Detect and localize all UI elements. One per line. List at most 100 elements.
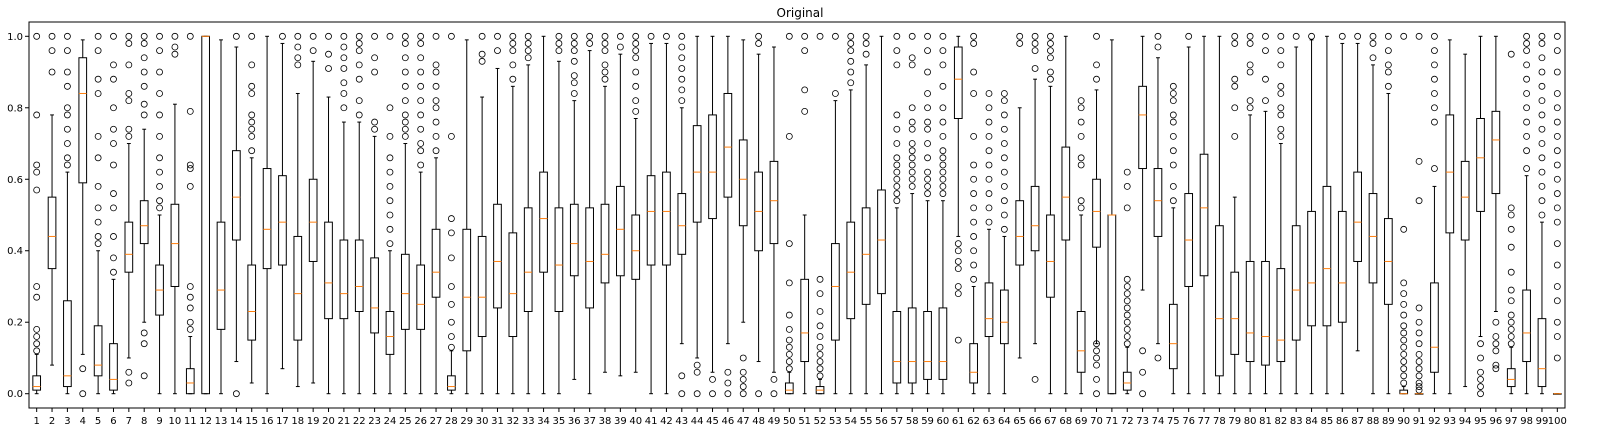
box-73	[1138, 35, 1147, 398]
box-body	[1276, 268, 1286, 363]
flier-point	[970, 247, 978, 255]
flier-point	[770, 376, 778, 383]
flier-point	[1139, 347, 1146, 355]
flier-point	[1077, 161, 1085, 169]
box-24	[385, 32, 395, 395]
flier-point	[785, 336, 793, 344]
flier-point	[1047, 47, 1054, 54]
flier-point	[232, 390, 240, 398]
box-39	[616, 32, 625, 377]
flier-point	[1031, 65, 1039, 72]
box-43	[677, 32, 687, 398]
x-tick-label: 60	[937, 416, 950, 427]
box-body	[1491, 110, 1501, 195]
flier-point	[478, 50, 486, 58]
flier-point	[1431, 61, 1438, 69]
box-76	[1184, 32, 1194, 395]
flier-point	[1093, 75, 1100, 83]
flier-point	[1000, 97, 1008, 105]
x-tick-label: 64	[998, 416, 1011, 427]
x-tick-label: 78	[1213, 416, 1226, 427]
x-tick-label: 53	[829, 416, 842, 427]
y-axis: 0.0 0.2 0.4 0.6 0.8 1.0	[7, 32, 29, 400]
flier-point	[1246, 104, 1254, 112]
box-body	[953, 46, 963, 120]
flier-point	[171, 43, 179, 51]
flier-point	[1538, 54, 1546, 62]
flier-point	[770, 390, 778, 398]
flier-point	[785, 279, 793, 287]
flier-point	[186, 283, 194, 290]
flier-point	[140, 329, 148, 337]
box-57	[892, 32, 902, 395]
x-tick-label: 89	[1382, 416, 1395, 427]
flier-point	[908, 61, 916, 69]
flier-point	[1000, 183, 1008, 190]
flier-point	[401, 97, 409, 105]
flier-point	[1047, 54, 1054, 62]
x-tick-label: 30	[476, 416, 489, 427]
flier-point	[939, 154, 947, 162]
box-74	[1153, 32, 1163, 362]
flier-point	[1538, 40, 1546, 47]
flier-point	[1400, 290, 1408, 298]
flier-point	[64, 82, 71, 90]
flier-point	[1507, 204, 1515, 212]
flier-point	[1523, 132, 1530, 140]
flier-point	[1262, 32, 1269, 40]
box-45	[708, 35, 717, 398]
flier-point	[693, 390, 701, 398]
flier-point	[417, 140, 425, 147]
flier-point	[970, 204, 978, 212]
flier-point	[64, 161, 71, 169]
flier-point	[1246, 61, 1254, 69]
flier-point	[355, 32, 363, 40]
flier-point	[186, 165, 194, 172]
flier-point	[371, 54, 379, 62]
box-body	[1030, 185, 1040, 252]
flier-point	[156, 204, 163, 212]
flier-point	[1169, 183, 1177, 190]
flier-point	[1231, 40, 1239, 47]
flier-point	[1123, 275, 1131, 283]
flier-point	[1077, 104, 1085, 112]
flier-point	[893, 175, 901, 183]
flier-point	[1000, 211, 1008, 219]
flier-point	[985, 190, 993, 197]
flier-point	[1507, 333, 1515, 340]
flier-point	[1077, 118, 1085, 126]
flier-point	[1553, 147, 1561, 155]
flier-point	[64, 140, 71, 147]
flier-point	[1169, 97, 1177, 105]
flier-point	[1400, 279, 1408, 287]
box-body	[738, 139, 748, 227]
flier-point	[1400, 322, 1408, 330]
box-body	[109, 343, 118, 391]
flier-point	[1400, 372, 1408, 380]
x-tick-label: 51	[798, 416, 811, 427]
x-tick-label: 35	[553, 416, 566, 427]
box-body	[447, 375, 456, 391]
flier-point	[1047, 68, 1054, 76]
flier-point	[924, 140, 931, 147]
box-12	[201, 35, 210, 395]
flier-point	[1123, 204, 1131, 212]
x-tick-label: 14	[230, 416, 243, 427]
box-body	[1230, 271, 1240, 355]
box-body	[539, 171, 548, 273]
box-body	[523, 207, 533, 312]
flier-point	[1231, 132, 1239, 140]
box-body	[969, 343, 978, 384]
flier-point	[570, 90, 578, 97]
flier-point	[970, 233, 978, 240]
box-66	[1030, 32, 1040, 383]
x-tick-label: 13	[215, 416, 228, 427]
flier-point	[125, 125, 133, 133]
flier-point	[570, 40, 578, 47]
flier-point	[1538, 183, 1546, 190]
x-tick-label: 23	[368, 416, 381, 427]
flier-point	[1277, 82, 1285, 90]
flier-point	[586, 40, 594, 47]
x-tick-label: 10	[169, 416, 182, 427]
box-body	[1076, 311, 1086, 373]
